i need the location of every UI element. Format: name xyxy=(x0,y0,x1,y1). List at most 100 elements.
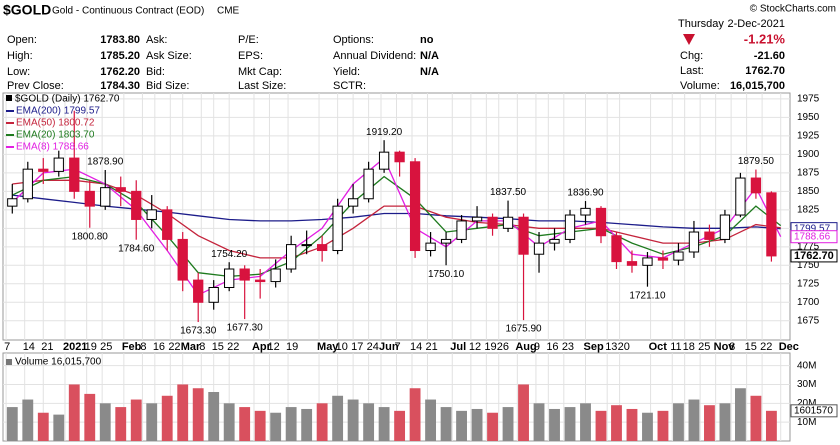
volume-bar xyxy=(595,410,607,441)
volume-bar xyxy=(301,408,313,441)
candle-body xyxy=(595,207,607,237)
annotation: 1673.30 xyxy=(180,326,217,337)
x-tick-label: 11 xyxy=(670,341,681,353)
quote-label: High: xyxy=(7,50,33,62)
candle-body xyxy=(316,244,328,252)
volume-bar xyxy=(22,399,34,441)
volume-bar xyxy=(549,408,560,441)
legend-label: EMA(8) 1788.66 xyxy=(16,142,89,153)
candle-body xyxy=(673,251,684,261)
quote-label: Yield: xyxy=(333,66,360,78)
volume-bar xyxy=(719,403,731,441)
summary-label: Last: xyxy=(680,65,704,77)
x-tick-label: May xyxy=(317,341,339,353)
x-tick-label: 25 xyxy=(100,341,112,353)
candle-body xyxy=(394,151,405,163)
candle-body xyxy=(146,209,157,220)
volume-bar xyxy=(53,414,65,441)
x-tick-label: 12 xyxy=(469,341,481,353)
quote-value: N/A xyxy=(420,50,439,62)
annotation: 1878.90 xyxy=(87,157,124,168)
volume-bar xyxy=(130,399,142,441)
annotation: 1800.80 xyxy=(72,231,109,242)
candle-body xyxy=(100,187,111,207)
y-tick-label: 1875 xyxy=(797,168,820,179)
legend-label: $GOLD (Daily) 1762.70 xyxy=(15,94,120,105)
y-tick-label: 1775 xyxy=(797,241,820,252)
quote-label: Ask Size: xyxy=(146,50,192,62)
y-tick-label: 1925 xyxy=(797,131,820,142)
candle-body xyxy=(224,268,235,288)
volume-bar xyxy=(765,410,777,441)
x-tick-label: 25 xyxy=(698,341,710,353)
candle-body xyxy=(7,198,18,207)
summary-label: Volume: xyxy=(680,80,720,92)
volume-bar xyxy=(425,399,437,441)
summary-value: -21.60 xyxy=(754,50,785,62)
candle-body xyxy=(301,244,312,247)
candle-body xyxy=(766,192,777,257)
volume-bar xyxy=(208,392,220,441)
x-tick-label: 13 xyxy=(605,341,617,353)
summary-label: Chg: xyxy=(680,50,703,62)
x-tick-label: Feb xyxy=(122,341,142,353)
quote-value: 1762.20 xyxy=(100,66,140,78)
quote-label: EPS: xyxy=(238,50,263,62)
summary-value: 1762.70 xyxy=(745,65,785,77)
volume-bar xyxy=(673,403,684,441)
x-tick-label: 8 xyxy=(199,341,205,353)
volume-bar xyxy=(332,395,344,441)
volume-bar xyxy=(518,384,529,441)
annotation: 1836.90 xyxy=(567,188,604,199)
legend-label: EMA(50) 1800.72 xyxy=(16,118,95,129)
volume-bar xyxy=(378,407,390,441)
volume-tick-label: 10M xyxy=(797,417,816,428)
volume-bar xyxy=(347,399,359,441)
quote-label: Low: xyxy=(7,66,30,78)
annotation: 1675.90 xyxy=(505,324,542,335)
x-tick-label: 22 xyxy=(760,341,772,353)
x-tick-label: 19 xyxy=(286,341,298,353)
x-tick-label: 17 xyxy=(351,341,363,353)
candle-body xyxy=(533,242,545,255)
candle-body xyxy=(162,209,173,240)
value-tag-label: 1799.57 xyxy=(794,223,831,234)
x-tick-label: 26 xyxy=(497,341,509,353)
volume-bar xyxy=(146,403,158,441)
candle-body xyxy=(688,231,700,253)
legend-label: EMA(200) 1799.57 xyxy=(16,106,100,117)
x-tick-label: Apr xyxy=(252,341,272,353)
quote-label: Mkt Cap: xyxy=(238,66,282,78)
x-tick-label: 12 xyxy=(267,341,279,353)
candle-body xyxy=(347,198,359,207)
y-tick-label: 1850 xyxy=(797,186,820,197)
candle-body xyxy=(750,177,762,194)
y-tick-label: 1750 xyxy=(797,260,820,271)
quote-value: 1785.20 xyxy=(100,50,140,62)
annotation: 1721.10 xyxy=(629,290,666,301)
candle-body xyxy=(409,161,421,252)
candle-body xyxy=(549,238,560,244)
x-tick-label: 22 xyxy=(168,341,180,353)
annotation: 1754.20 xyxy=(211,249,248,260)
x-tick-label: 7 xyxy=(4,341,10,353)
volume-bar xyxy=(115,407,127,441)
candle-body xyxy=(84,190,95,207)
x-tick-label: 21 xyxy=(41,341,53,353)
annotation: 1919.20 xyxy=(366,127,403,138)
quote-value: no xyxy=(420,34,434,46)
candle-body xyxy=(363,168,374,200)
candle-body xyxy=(502,216,514,229)
down-arrow xyxy=(683,34,695,45)
x-tick-label: 14 xyxy=(23,341,35,353)
x-tick-label: 21 xyxy=(425,341,437,353)
volume-tick-label: 20M xyxy=(797,398,816,409)
volume-bar xyxy=(161,395,173,441)
volume-bar xyxy=(316,403,328,441)
volume-bar xyxy=(223,403,235,441)
candle-body xyxy=(580,207,591,216)
quote-label: P/E: xyxy=(238,34,259,46)
quote-label: SCTR: xyxy=(333,80,366,92)
volume-bar xyxy=(68,384,80,441)
